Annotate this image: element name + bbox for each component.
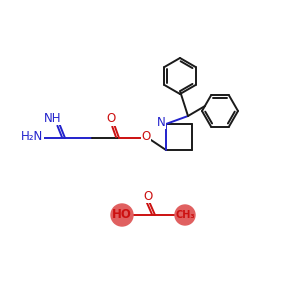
Circle shape [111,204,133,226]
Text: NH: NH [44,112,62,124]
Text: O: O [141,130,151,143]
Text: HO: HO [112,208,132,221]
Text: H₂N: H₂N [21,130,43,142]
Text: CH₃: CH₃ [175,210,195,220]
Text: O: O [143,190,153,202]
Text: O: O [106,112,116,125]
Circle shape [175,205,195,225]
Text: N: N [157,116,165,128]
